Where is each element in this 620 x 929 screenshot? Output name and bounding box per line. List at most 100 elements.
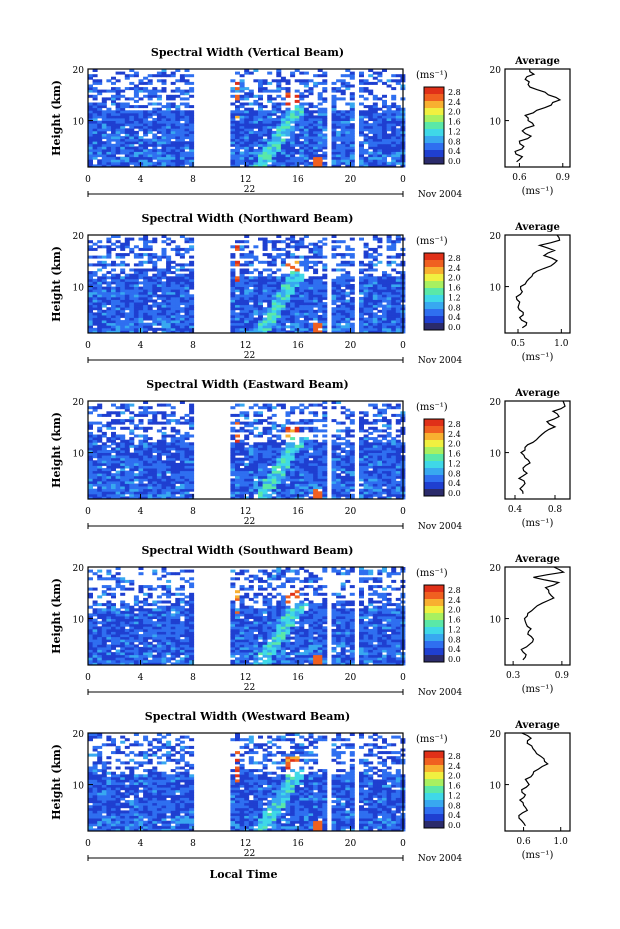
- heatmap-cell: [120, 118, 126, 121]
- heatmap-cell: [372, 107, 378, 111]
- heatmap-cell: [340, 447, 346, 451]
- heatmap-cell: [271, 141, 277, 145]
- heatmap-cell: [258, 493, 263, 497]
- heatmap-cell: [124, 138, 130, 142]
- heatmap-cell: [184, 309, 190, 313]
- heatmap-cell: [308, 429, 314, 433]
- heatmap-cell: [253, 411, 259, 415]
- heatmap-cell: [276, 470, 282, 474]
- heatmap-cell: [317, 419, 323, 423]
- heatmap-cell: [230, 273, 236, 277]
- average-x-unit: (ms⁻¹): [522, 186, 554, 197]
- heatmap-cell: [92, 81, 98, 85]
- heatmap-cell: [363, 81, 369, 85]
- heatmap-cell: [336, 327, 342, 331]
- heatmap-cell: [129, 268, 135, 272]
- heatmap-cell: [271, 146, 277, 150]
- heatmap-cell: [239, 307, 245, 311]
- heatmap-cell: [313, 475, 319, 479]
- heatmap-cell: [345, 320, 351, 324]
- heatmap-cell: [308, 164, 314, 168]
- heatmap-cell: [106, 468, 112, 472]
- heatmap-cell: [101, 304, 107, 308]
- average-frame: [504, 234, 571, 334]
- heatmap-cell: [248, 462, 254, 466]
- heatmap-cell: [313, 278, 319, 282]
- heatmap-cell: [92, 278, 98, 282]
- heatmap-cell: [253, 69, 259, 72]
- heatmap-cell: [143, 457, 149, 461]
- heatmap-cell: [111, 320, 116, 324]
- heatmap-cell: [336, 317, 342, 321]
- heatmap-cell: [244, 475, 250, 479]
- heatmap-cell: [88, 322, 93, 326]
- heatmap-cell: [331, 125, 337, 129]
- heatmap-cell: [179, 480, 185, 484]
- heatmap-cell: [166, 128, 172, 132]
- heatmap-cell: [294, 447, 300, 451]
- heatmap-cell: [138, 312, 144, 316]
- heatmap-cell: [308, 480, 314, 484]
- heatmap-cell: [303, 475, 309, 479]
- heatmap-cell: [258, 480, 263, 484]
- heatmap-cell: [294, 164, 300, 168]
- heatmap-cell: [372, 426, 378, 430]
- heatmap-cell: [294, 483, 300, 487]
- heatmap-cell: [345, 245, 351, 249]
- heatmap-cell: [280, 322, 286, 326]
- heatmap-cell: [336, 491, 342, 495]
- heatmap-cell: [244, 125, 250, 129]
- heatmap-cell: [267, 426, 273, 430]
- heatmap-cell: [248, 250, 254, 254]
- heatmap-cell: [386, 79, 392, 83]
- heatmap-cell: [101, 154, 107, 158]
- heatmap-cell: [152, 416, 158, 420]
- heatmap-cell: [372, 478, 378, 482]
- heatmap-cell: [280, 294, 286, 298]
- heatmap-cell: [88, 491, 93, 495]
- heatmap-cell: [340, 284, 346, 287]
- heatmap-cell: [101, 327, 107, 331]
- heatmap-cell: [331, 314, 337, 318]
- heatmap-cell: [170, 276, 176, 280]
- heatmap-cell: [124, 128, 130, 132]
- heatmap-cell: [303, 330, 309, 334]
- heatmap-cell: [313, 164, 319, 168]
- heatmap-cell: [179, 130, 185, 134]
- heatmap-cell: [129, 493, 135, 497]
- heatmap-cell: [244, 263, 250, 267]
- heatmap-cell: [133, 253, 139, 257]
- heatmap-cell: [322, 320, 328, 324]
- heatmap-cell: [299, 473, 305, 477]
- heatmap-cell: [368, 92, 374, 96]
- heatmap-cell: [248, 164, 254, 168]
- heatmap-cell: [267, 317, 273, 321]
- heatmap-cell: [147, 156, 153, 160]
- heatmap-cell: [133, 112, 139, 116]
- heatmap-cell: [285, 120, 291, 124]
- heatmap-cell: [161, 87, 167, 91]
- heatmap-cell: [271, 307, 277, 311]
- heatmap-cell: [386, 488, 392, 492]
- heatmap-cell: [111, 110, 116, 114]
- heatmap-cell: [308, 309, 314, 313]
- heatmap-cell: [299, 496, 305, 500]
- heatmap-cell: [345, 156, 351, 160]
- heatmap-cell: [336, 118, 342, 121]
- heatmap-cell: [235, 105, 240, 109]
- heatmap-cell: [106, 426, 112, 430]
- heatmap-cell: [92, 452, 98, 456]
- heatmap-cell: [235, 263, 240, 267]
- heatmap-cell: [258, 431, 263, 435]
- heatmap-cell: [88, 138, 93, 142]
- heatmap-cell: [267, 151, 273, 155]
- heatmap-cell: [244, 447, 250, 451]
- heatmap-cell: [97, 496, 103, 500]
- heatmap-cell: [230, 278, 236, 282]
- heatmap-cell: [313, 473, 319, 477]
- heatmap-cell: [152, 265, 158, 269]
- heatmap-cell: [235, 87, 240, 91]
- heatmap-cell: [244, 120, 250, 124]
- heatmap-cell: [313, 442, 319, 446]
- heatmap-cell: [395, 110, 401, 114]
